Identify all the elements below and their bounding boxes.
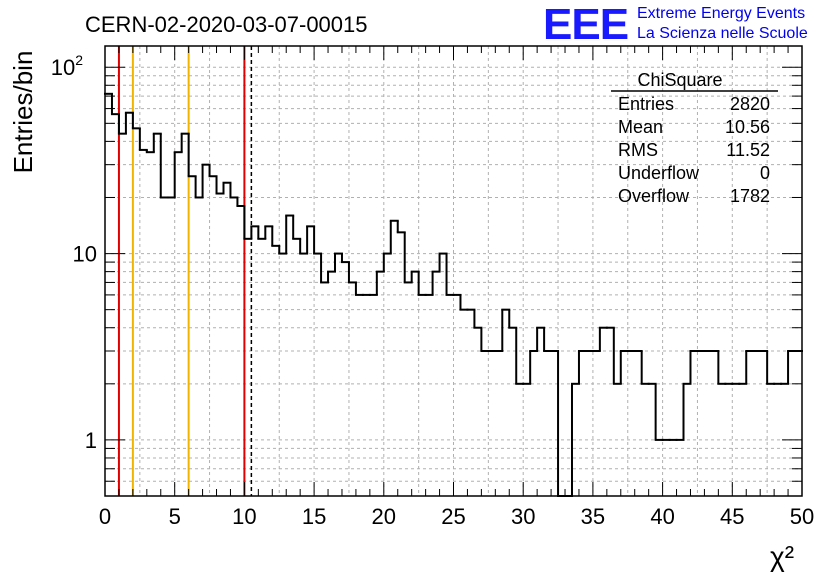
stats-title: ChiSquare [637,70,722,90]
stats-value: 2820 [730,94,770,114]
x-tick-label: 5 [169,504,181,529]
x-tick-label: 25 [441,504,465,529]
x-tick-label: 20 [372,504,396,529]
x-tick-label: 35 [581,504,605,529]
grid [105,46,802,496]
marker-lines [117,46,253,496]
stats-value: 0 [760,163,770,183]
stats-label: Mean [618,117,663,137]
stats-box: ChiSquare Entries 2820 Mean 10.56 RMS 11.52 Un… [611,70,778,206]
brand-text: Extreme Energy Events La Scienza nelle S… [637,4,808,44]
x-tick-label: 45 [720,504,744,529]
y-tick-label: 10 [73,242,97,267]
x-axis-label: χ² [770,541,794,572]
y-axis-label: Entries/bin [8,51,38,174]
brand-line-1: Extreme Energy Events [637,5,806,22]
eee-brand: EEE Extreme Energy Events La Scienza nel… [543,3,833,47]
x-tick-label: 0 [99,504,111,529]
brand-line-2: La Scienza nelle Scuole [637,25,808,42]
stats-label: Underflow [618,163,700,183]
x-tick-label: 30 [511,504,535,529]
stats-label: RMS [618,140,658,160]
x-tick-label: 15 [302,504,326,529]
y-tick-label: 1 [85,428,97,453]
chart-title: CERN-02-2020-03-07-00015 [85,12,368,37]
stats-value: 10.56 [725,117,770,137]
x-tick-label: 50 [790,504,814,529]
stats-value: 1782 [730,186,770,206]
stats-label: Overflow [618,186,690,206]
axes: 0 5 10 15 20 25 30 35 40 45 50 1 10 102 [51,46,814,529]
x-tick-label: 10 [232,504,256,529]
x-tick-label: 40 [650,504,674,529]
stats-value: 11.52 [726,140,770,160]
eee-logo: EEE [543,0,629,49]
y-tick-label: 102 [51,52,83,80]
stats-label: Entries [618,94,674,114]
